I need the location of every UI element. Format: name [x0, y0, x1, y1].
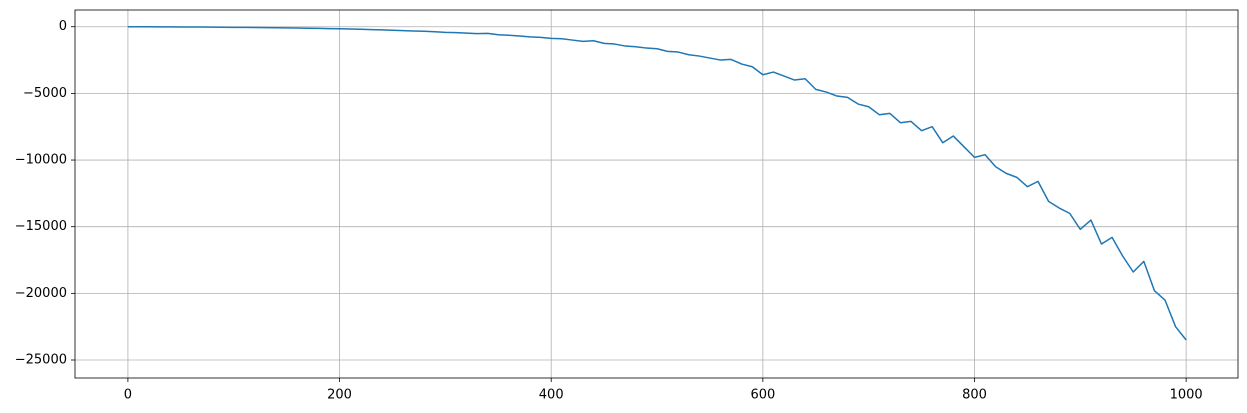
x-tick-label: 800	[962, 388, 987, 403]
x-tick-label: 0	[124, 388, 132, 403]
x-tick-label: 1000	[1170, 388, 1203, 403]
x-tick-label: 200	[327, 388, 352, 403]
y-tick-label: −10000	[15, 153, 67, 168]
y-tick-label: −5000	[23, 86, 67, 101]
x-tick-label: 600	[750, 388, 775, 403]
x-tick-label: 400	[539, 388, 564, 403]
y-tick-label: 0	[59, 19, 67, 34]
y-tick-label: −20000	[15, 286, 67, 301]
y-tick-label: −25000	[15, 353, 67, 368]
plot-frame	[74, 9, 1239, 379]
data-line	[127, 25, 1187, 341]
y-tick-label: −15000	[15, 219, 67, 234]
